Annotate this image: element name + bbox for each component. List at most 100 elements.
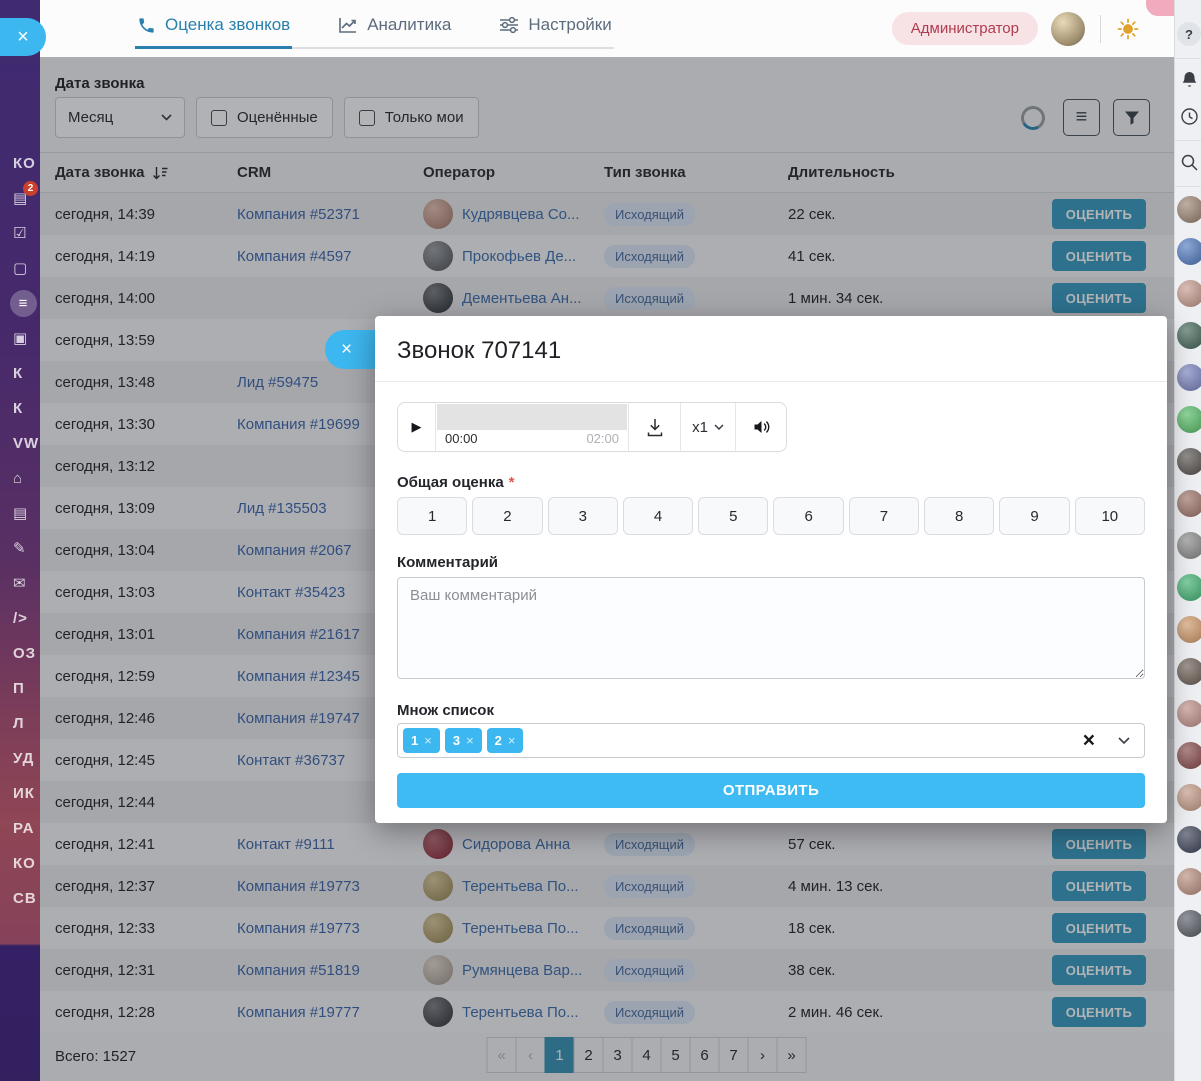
contact-avatar[interactable] (1177, 280, 1201, 307)
contact-avatar[interactable] (1177, 910, 1201, 937)
submit-button[interactable]: ОТПРАВИТЬ (397, 773, 1145, 808)
crm-link[interactable]: Компания #4597 (237, 247, 352, 265)
multiselect-tag[interactable]: 2 × (486, 728, 524, 753)
sidebar-item[interactable]: П (0, 677, 40, 699)
column-header-duration[interactable]: Длительность (788, 164, 895, 181)
contact-avatar[interactable] (1177, 322, 1201, 349)
help-icon[interactable]: ? (1177, 22, 1201, 46)
operator-name[interactable]: Терентьева По... (462, 1003, 579, 1021)
sidebar-item[interactable]: Л (0, 712, 40, 734)
operator-name[interactable]: Сидорова Анна (462, 835, 571, 853)
column-header-date[interactable]: Дата звонка (55, 164, 237, 181)
page-button[interactable]: 3 (602, 1037, 633, 1073)
tab-settings[interactable]: Настройки (497, 15, 613, 47)
theme-toggle-sun-icon[interactable] (1116, 17, 1140, 41)
play-button[interactable]: ▶ (398, 403, 436, 451)
contact-avatar[interactable] (1177, 784, 1201, 811)
contact-avatar[interactable] (1177, 700, 1201, 727)
rating-option-button[interactable]: 1 (397, 497, 468, 535)
contact-avatar[interactable] (1177, 574, 1201, 601)
rating-option-button[interactable]: 10 (1074, 497, 1145, 535)
contact-avatar[interactable] (1177, 364, 1201, 391)
filter-button[interactable] (1113, 99, 1150, 136)
bell-icon[interactable] (1177, 68, 1201, 92)
search-icon[interactable] (1177, 150, 1201, 174)
column-header-type[interactable]: Тип звонка (604, 164, 686, 181)
sidebar-item[interactable]: РА (0, 817, 40, 839)
evaluate-button[interactable]: ОЦЕНИТЬ (1052, 829, 1146, 859)
crm-link[interactable]: Контакт #35423 (237, 583, 346, 601)
crm-link[interactable]: Контакт #9111 (237, 835, 335, 853)
contact-avatar[interactable] (1177, 448, 1201, 475)
sidebar-item[interactable]: /> (0, 607, 40, 629)
crm-link[interactable]: Компания #12345 (237, 667, 360, 685)
speed-selector[interactable]: x1 (681, 403, 736, 451)
clear-all-icon[interactable]: × (1082, 729, 1095, 752)
list-view-button[interactable]: ≡ (1063, 99, 1100, 136)
sidebar-item[interactable]: СВ (0, 887, 40, 909)
tab-analytics[interactable]: Аналитика (336, 15, 453, 47)
crm-link[interactable]: Лид #59475 (237, 373, 319, 391)
page-button[interactable]: 6 (689, 1037, 720, 1073)
tag-remove-icon[interactable]: × (424, 733, 432, 748)
contact-avatar[interactable] (1177, 532, 1201, 559)
evaluate-button[interactable]: ОЦЕНИТЬ (1052, 955, 1146, 985)
crm-link[interactable]: Компания #51819 (237, 961, 360, 979)
sidebar-item[interactable]: ▣ (0, 327, 40, 349)
crm-link[interactable]: Компания #19773 (237, 877, 360, 895)
rating-option-button[interactable]: 5 (698, 497, 769, 535)
rating-option-button[interactable]: 9 (999, 497, 1070, 535)
crm-link[interactable]: Лид #135503 (237, 499, 327, 517)
sidebar-item[interactable]: КО (0, 152, 40, 174)
crm-link[interactable]: Компания #19777 (237, 1003, 360, 1021)
sidebar-item[interactable]: ✎ (0, 537, 40, 559)
contact-avatar[interactable] (1177, 658, 1201, 685)
operator-name[interactable]: Кудрявцева Со... (462, 205, 580, 223)
contact-avatar[interactable] (1177, 826, 1201, 853)
evaluate-button[interactable]: ОЦЕНИТЬ (1052, 871, 1146, 901)
page-button[interactable]: › (747, 1037, 778, 1073)
page-button[interactable]: 7 (718, 1037, 749, 1073)
rating-option-button[interactable]: 4 (622, 497, 694, 535)
contact-avatar[interactable] (1177, 616, 1201, 643)
page-button[interactable]: » (776, 1037, 807, 1073)
period-select[interactable]: Месяц (55, 97, 185, 138)
sidebar-item[interactable]: КО (0, 852, 40, 874)
sidebar-item[interactable]: ИК (0, 782, 40, 804)
page-button[interactable]: 4 (631, 1037, 662, 1073)
comment-textarea[interactable] (397, 577, 1145, 679)
sidebar-item[interactable]: К (0, 362, 40, 384)
sidebar-item[interactable]: ▤ 2 (0, 181, 40, 209)
column-header-operator[interactable]: Оператор (423, 164, 496, 181)
page-button[interactable]: 1 (544, 1037, 575, 1073)
tag-remove-icon[interactable]: × (466, 733, 474, 748)
sidebar-item[interactable]: ☑ (0, 222, 40, 244)
page-button[interactable]: « (486, 1037, 517, 1073)
evaluate-button[interactable]: ОЦЕНИТЬ (1052, 283, 1146, 313)
operator-name[interactable]: Прокофьев Де... (462, 247, 577, 265)
evaluate-button[interactable]: ОЦЕНИТЬ (1052, 913, 1146, 943)
volume-button[interactable] (736, 403, 786, 451)
multiselect-tag[interactable]: 3 × (444, 728, 482, 753)
crm-link[interactable]: Компания #2067 (237, 541, 352, 559)
crm-link[interactable]: Компания #52371 (237, 205, 360, 223)
operator-name[interactable]: Румянцева Вар... (462, 961, 583, 979)
page-button[interactable]: 2 (573, 1037, 604, 1073)
evaluate-button[interactable]: ОЦЕНИТЬ (1052, 997, 1146, 1027)
contact-avatar[interactable] (1177, 868, 1201, 895)
contact-avatar[interactable] (1177, 196, 1201, 223)
rating-option-button[interactable]: 6 (773, 497, 844, 535)
sidebar-item[interactable]: ОЗ (0, 642, 40, 664)
sidebar-item[interactable]: ⌂ (0, 467, 40, 489)
sidebar-item[interactable]: ▤ (0, 502, 40, 524)
evaluate-button[interactable]: ОЦЕНИТЬ (1052, 199, 1146, 229)
column-header-crm[interactable]: CRM (237, 164, 272, 181)
contact-avatar[interactable] (1177, 238, 1201, 265)
rating-option-button[interactable]: 7 (848, 497, 920, 535)
multiselect-tag[interactable]: 1 × (403, 728, 440, 753)
operator-name[interactable]: Терентьева По... (462, 877, 579, 895)
crm-link[interactable]: Компания #19699 (237, 415, 360, 433)
page-button[interactable]: ‹ (515, 1037, 546, 1073)
sidebar-item[interactable]: ✉ (0, 572, 40, 594)
sidebar-item[interactable]: УД (0, 747, 40, 769)
